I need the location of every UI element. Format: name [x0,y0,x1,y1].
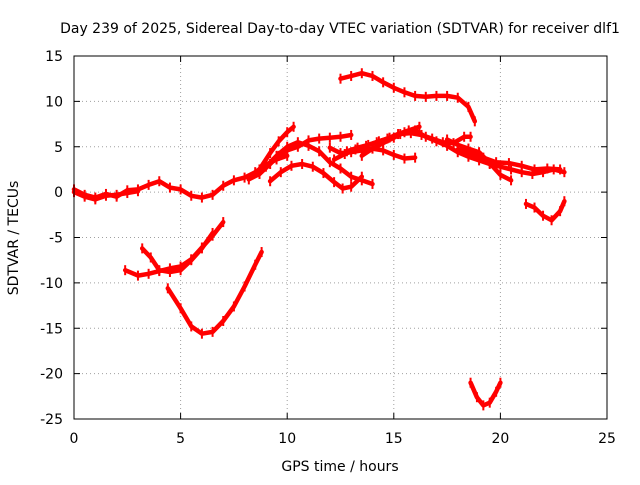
series-layer [71,68,567,411]
series-line [139,230,215,275]
series-track-16 [338,68,478,127]
series-track-04 [139,227,215,277]
plot-frame [73,55,608,420]
y-tick-label: -20 [40,367,63,383]
y-axis-label: SDTVAR / TECUs [6,181,22,296]
series-line [359,128,567,177]
grid-layer [74,56,607,419]
series-track-05 [165,247,264,339]
series-line [165,249,264,336]
series-track-15 [455,144,563,175]
series-track-17 [523,196,567,226]
series-line [267,161,365,191]
y-tick-label: -25 [40,412,63,428]
x-tick-label: 20 [491,431,509,447]
y-tick-label: -5 [49,231,63,247]
series-track-09 [267,158,365,194]
series-line [338,70,478,124]
x-axis-label: GPS time / hours [281,459,398,475]
y-tick-label: 5 [54,140,63,156]
y-tick-label: -15 [40,321,63,337]
y-tick-label: 15 [45,49,63,65]
series-track-08 [263,137,375,189]
y-tick-label: -10 [40,276,63,292]
y-tick-label: 10 [45,94,63,110]
y-tick-label: 0 [54,185,63,201]
chart-title: Day 239 of 2025, Sidereal Day-to-day VTE… [60,21,620,37]
x-tick-label: 10 [278,431,296,447]
x-tick-label: 0 [70,431,79,447]
x-tick-label: 15 [385,431,403,447]
x-tick-label: 5 [176,431,185,447]
x-tick-label: 25 [598,431,616,447]
series-track-18 [468,377,503,411]
